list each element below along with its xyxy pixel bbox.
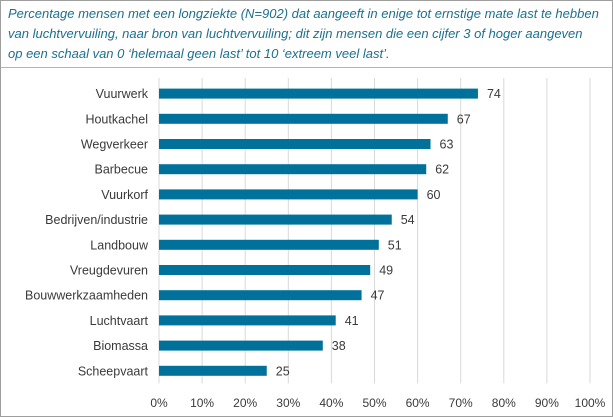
gridlines [158,78,591,384]
data-label: 67 [457,112,471,126]
x-tick-label: 50% [362,396,386,410]
category-label: Vreugdevuren [70,264,148,278]
data-label: 51 [388,238,402,252]
category-label: Landbouw [90,238,149,252]
bar [159,340,323,351]
bar [159,265,371,275]
data-label: 25 [276,364,290,378]
x-tick-label: 100% [575,396,606,410]
data-label: 74 [487,87,501,101]
data-label: 41 [345,314,359,328]
x-tick-label: 20% [233,396,257,410]
chart-title: Percentage mensen met een longziekte (N=… [8,6,599,61]
category-label: Scheepvaart [78,364,149,378]
bar [159,139,431,149]
category-label: Vuurwerk [96,87,149,101]
x-tick-label: 80% [492,396,516,410]
x-tick-label: 30% [276,396,300,410]
data-label: 38 [332,339,346,353]
x-tick-label: 70% [449,396,473,410]
data-label: 63 [440,138,454,152]
bar [159,290,362,301]
data-label: 47 [371,289,385,303]
bar [159,164,427,175]
category-label: Biomassa [93,339,148,353]
category-label: Wegverkeer [81,138,148,152]
bar [159,239,379,250]
bar [159,365,267,376]
category-label: Houtkachel [85,112,148,126]
x-tick-label: 0% [150,396,168,410]
data-label: 54 [401,213,415,227]
x-tick-label: 60% [406,396,430,410]
category-label: Barbecue [94,163,148,177]
bar [159,315,336,326]
category-label: Bedrijven/industrie [45,213,148,227]
category-label: Vuurkorf [101,188,148,202]
data-label: 62 [435,163,449,177]
data-label: 49 [379,264,393,278]
category-label: Bouwwerkzaamheden [25,289,148,303]
bar [159,88,478,99]
bars [159,88,478,376]
data-label: 60 [427,188,441,202]
x-tick-label: 40% [319,396,343,410]
x-tick-label: 10% [190,396,214,410]
x-axis-ticks: 0% 10% 20% 30% 40% 50% 60% 70% 80% 90% 100% [150,396,605,410]
bar [159,113,448,124]
bar [159,189,418,200]
title-divider [1,67,612,68]
category-labels: Vuurwerk Houtkachel Wegverkeer Barbecue Vuur… [25,87,149,378]
bar [159,214,392,225]
x-tick-label: 90% [535,396,559,410]
category-label: Luchtvaart [90,314,149,328]
